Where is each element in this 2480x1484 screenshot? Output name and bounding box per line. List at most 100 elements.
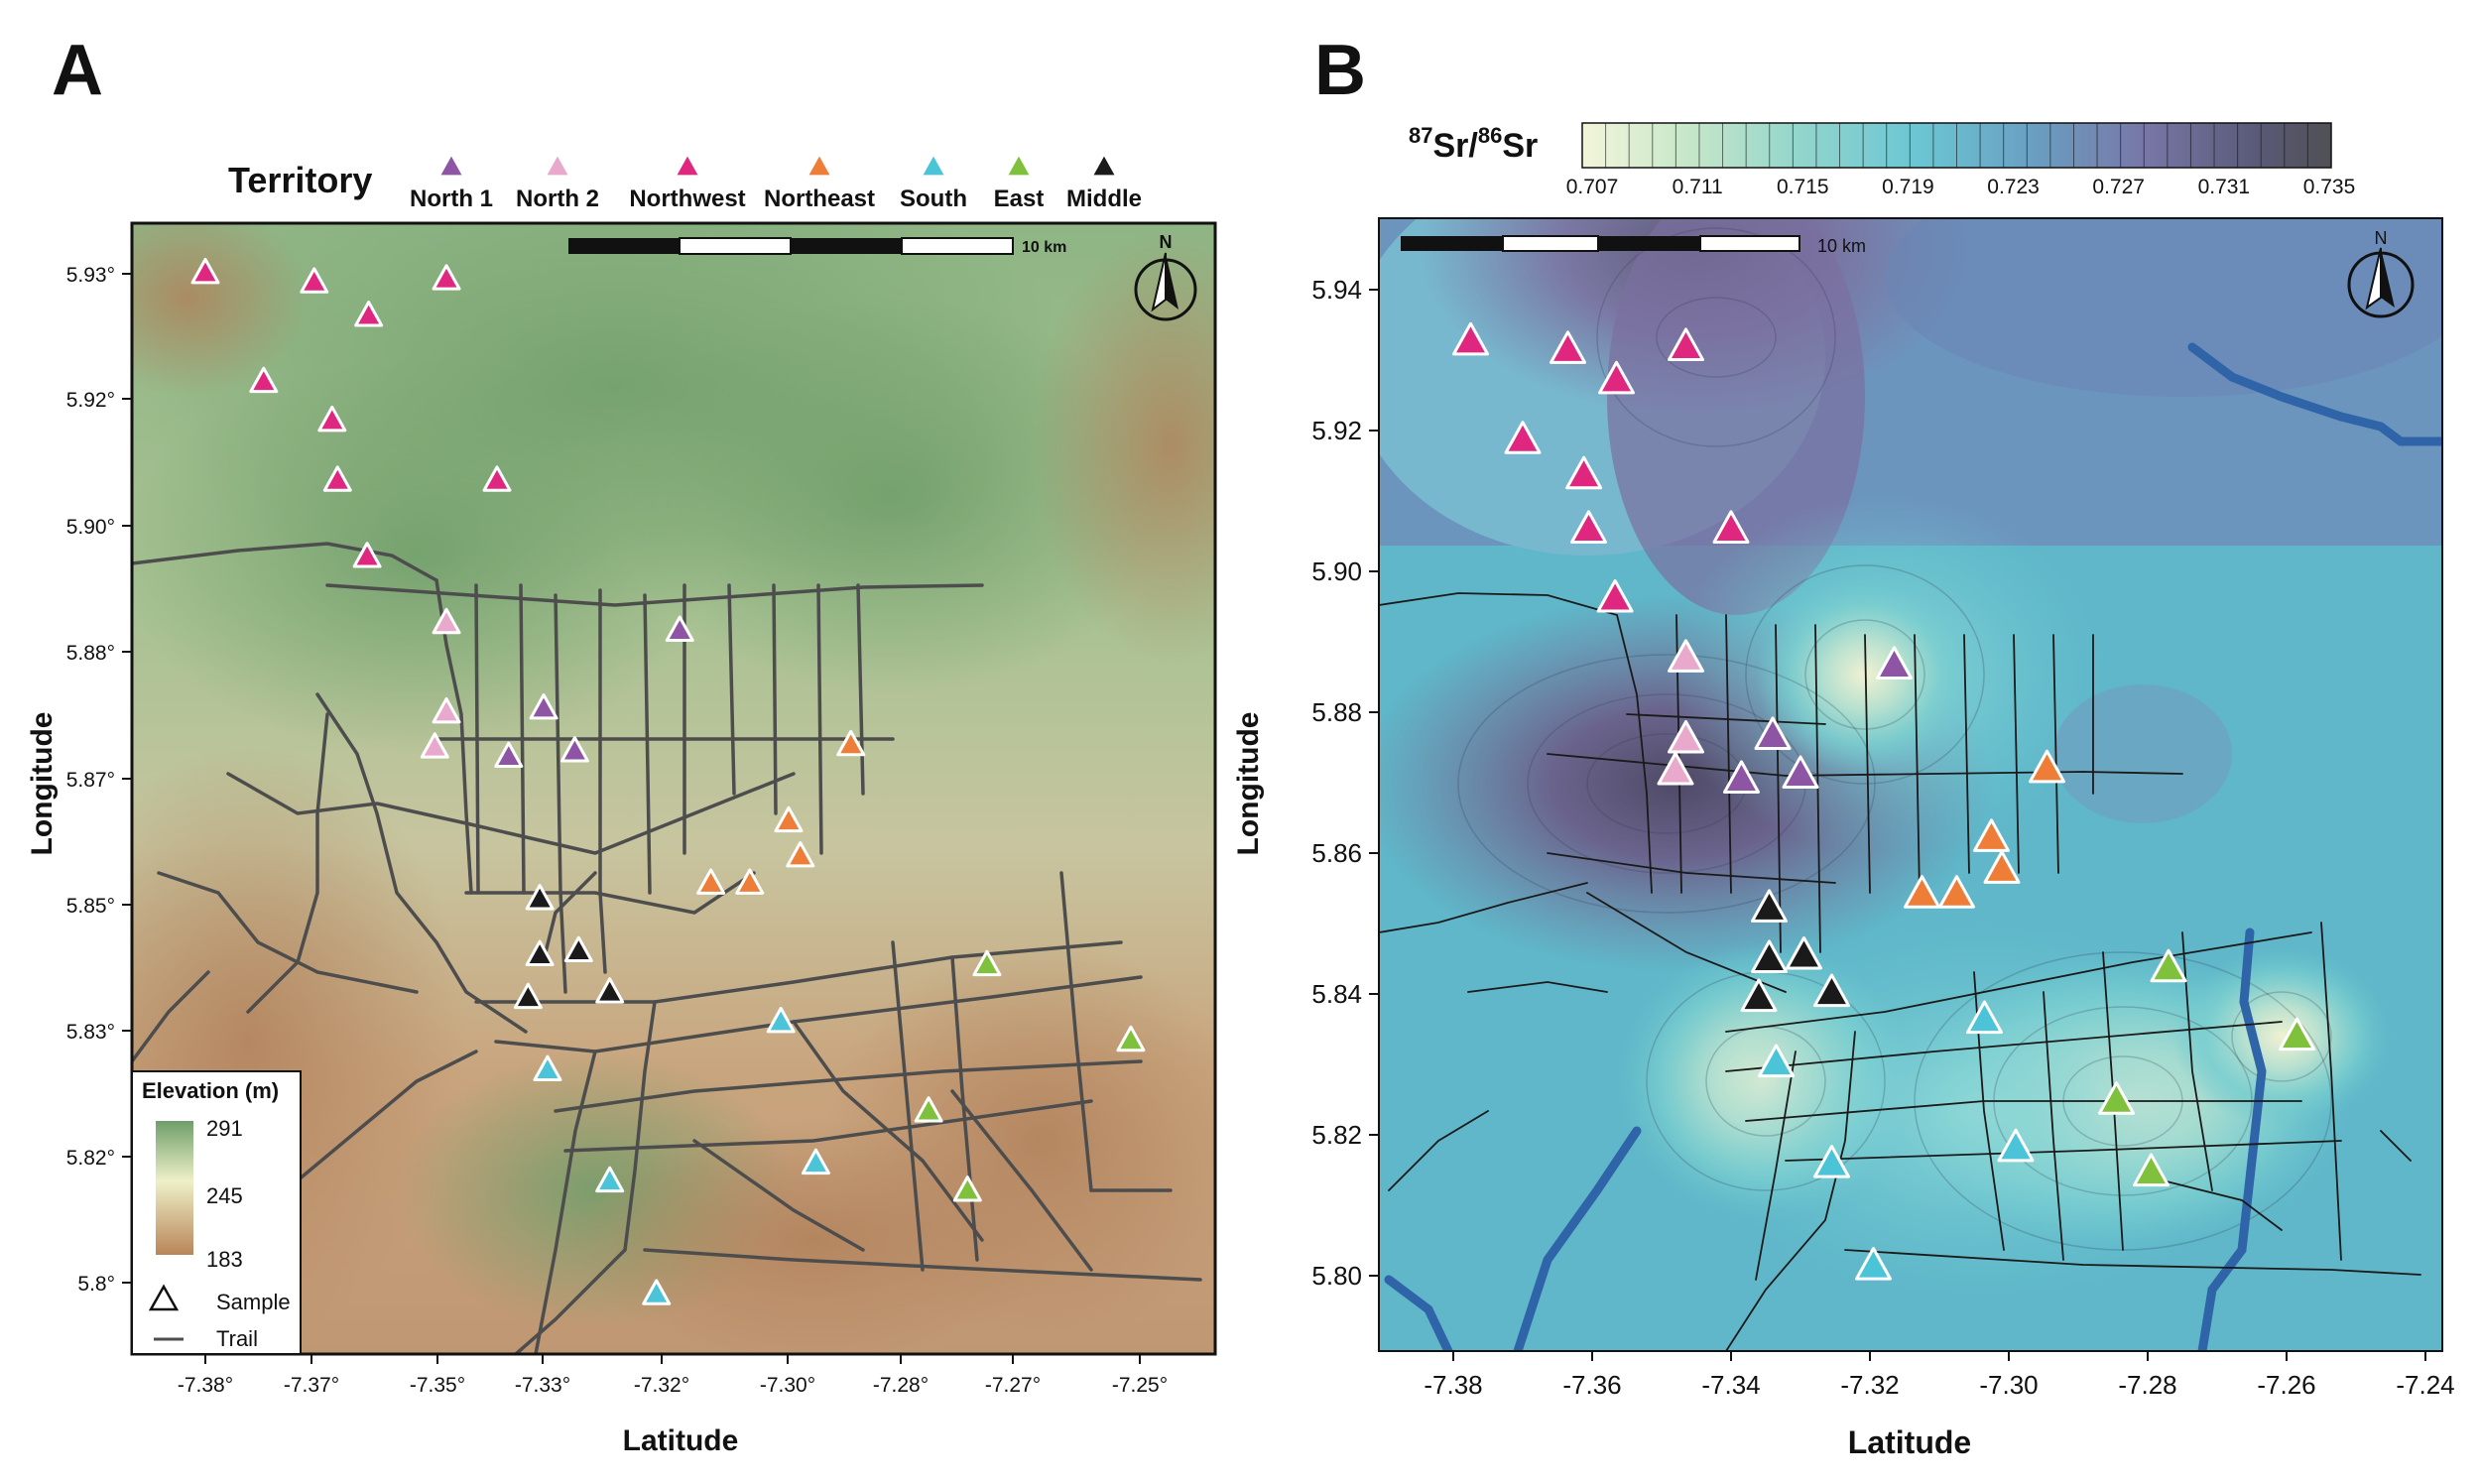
trail-network-a — [132, 542, 1202, 1354]
sample-marker-south — [1813, 1145, 1850, 1178]
scale-label-a: 10 km — [1022, 239, 1066, 256]
sample-marker-northeast — [1983, 850, 2021, 884]
territory-legend: Territory North 1 North 2 Northwest Northea… — [228, 151, 1142, 212]
x-tick-label-b: -7.32 — [1840, 1370, 1899, 1400]
x-tick-label-a: -7.32° — [634, 1374, 689, 1397]
sample-marker-north-2 — [1657, 751, 1694, 786]
sample-marker-middle — [1751, 939, 1788, 974]
sample-marker-south — [1997, 1128, 2035, 1163]
sample-marker-northeast — [735, 868, 765, 895]
sample-marker-middle — [1813, 973, 1850, 1008]
sample-label: Sample — [216, 1290, 291, 1314]
colorbar-tick-label: 0.735 — [2303, 176, 2356, 198]
x-tick-label-a: -7.38° — [178, 1374, 233, 1397]
sample-marker-northeast — [836, 729, 866, 757]
sample-marker-north-1 — [1723, 760, 1760, 794]
y-tick-label-a: 5.8° — [77, 1273, 115, 1296]
sample-symbol — [148, 1284, 180, 1311]
panel-a-frame — [130, 221, 1217, 1356]
y-axis-label-a: Longitude — [26, 712, 59, 856]
sample-marker-northeast — [1973, 818, 2010, 852]
colorbar-title-b: Sr — [1502, 127, 1538, 165]
elevation-legend: Elevation (m) 291 245 183 Sample Trail — [131, 1070, 302, 1355]
rivers — [1384, 342, 2442, 1351]
colorbar-tick-label: 0.715 — [1777, 176, 1829, 198]
sample-marker-east — [2133, 1153, 2170, 1187]
sample-marker-northwest — [249, 366, 279, 394]
elevation-title: Elevation (m) — [142, 1078, 279, 1103]
sample-marker-south — [1758, 1044, 1795, 1078]
north-arrow-b: N — [2347, 228, 2415, 318]
scale-bar-b: 10 km — [1401, 235, 1866, 256]
y-tick-label-a: 5.87° — [66, 769, 115, 792]
sr-colorbar: 87Sr/86Sr 0.707 0.711 0.715 0.719 0.723 0.727… — [1409, 122, 2356, 198]
sample-marker-north-1 — [1876, 646, 1913, 680]
colorbar-tick-label: 0.727 — [2092, 176, 2145, 198]
sample-marker-east — [2098, 1081, 2135, 1115]
elevation-color-ramp — [156, 1121, 193, 1255]
y-tick-label-a: 5.90° — [66, 516, 115, 539]
sample-marker-northwest — [1504, 421, 1542, 454]
panel-b-frame — [1378, 217, 2443, 1352]
sample-marker-north-2 — [1668, 719, 1704, 754]
sample-marker-south — [766, 1006, 796, 1034]
sample-marker-north-2 — [432, 696, 461, 724]
y-tick-label-b: 5.86 — [1311, 838, 1362, 868]
y-tick-label-a: 5.93° — [66, 264, 115, 287]
sample-marker-northwest — [190, 257, 220, 285]
legend-label-east: East — [994, 186, 1045, 212]
contour-lines — [1457, 227, 2332, 1251]
x-tick-label-b: -7.28 — [2118, 1370, 2176, 1400]
sample-marker-northwest — [1565, 455, 1603, 490]
legend-marker-middle — [1089, 151, 1119, 179]
territory-legend-title: Territory — [228, 160, 372, 200]
sample-marker-northwest — [317, 405, 347, 433]
legend-label-south: South — [900, 186, 967, 212]
legend-label-north-1: North 1 — [410, 186, 493, 212]
sample-marker-south — [595, 1166, 625, 1193]
sample-marker-south — [533, 1054, 562, 1081]
sample-marker-northwest — [352, 542, 382, 568]
colorbar-title-sup2: 86 — [1478, 123, 1502, 148]
sample-marker-south — [801, 1148, 830, 1175]
y-tick-label-a: 5.83° — [66, 1021, 115, 1044]
x-tick-label-b: -7.34 — [1701, 1370, 1760, 1400]
x-tick-label-b: -7.38 — [1424, 1370, 1482, 1400]
elevation-min: 183 — [206, 1247, 243, 1272]
legend-marker-northeast — [805, 151, 834, 179]
colorbar-tick-label: 0.711 — [1673, 176, 1723, 198]
sample-marker-north-1 — [559, 736, 589, 763]
sample-marker-middle — [1740, 978, 1778, 1013]
sample-marker-northeast — [786, 840, 815, 868]
panel-a-map: 10 km N Territory North 1 North 2 Northwes… — [26, 151, 1217, 1457]
sample-marker-east — [914, 1096, 943, 1123]
colorbar-title-sup1: 87 — [1409, 123, 1432, 148]
sample-marker-northwest — [1596, 578, 1634, 613]
sample-marker-northwest — [354, 301, 384, 327]
legend-marker-north-2 — [543, 151, 572, 179]
panel-a-letter: A — [52, 31, 103, 110]
sample-marker-east — [2279, 1017, 2315, 1051]
scale-bar-a: 10 km — [568, 237, 1066, 256]
elevation-max: 291 — [206, 1116, 243, 1141]
sample-marker-middle — [1751, 889, 1788, 923]
y-tick-label-b: 5.90 — [1311, 556, 1362, 586]
y-tick-label-b: 5.84 — [1311, 979, 1362, 1009]
sample-marker-northeast — [1938, 875, 1975, 909]
x-tick-label-b: -7.26 — [2257, 1370, 2315, 1400]
sample-marker-middle — [513, 982, 543, 1010]
sample-marker-south — [1855, 1247, 1892, 1281]
sample-marker-north-1 — [665, 615, 694, 643]
y-tick-label-a: 5.85° — [66, 895, 115, 918]
y-tick-label-b: 5.94 — [1311, 275, 1362, 305]
north-arrow-a: N — [1134, 232, 1197, 321]
sample-marker-middle — [595, 977, 625, 1004]
colorbar-tick-label: 0.719 — [1882, 176, 1934, 198]
x-axis-label-a: Latitude — [623, 1424, 739, 1457]
colorbar-tick-label: 0.723 — [1987, 176, 2040, 198]
sample-marker-middle — [563, 935, 593, 963]
sample-marker-north-2 — [432, 607, 461, 635]
sample-marker-northeast — [2029, 749, 2065, 784]
y-tick-label-a: 5.88° — [66, 642, 115, 665]
sample-marker-east — [972, 949, 1002, 977]
